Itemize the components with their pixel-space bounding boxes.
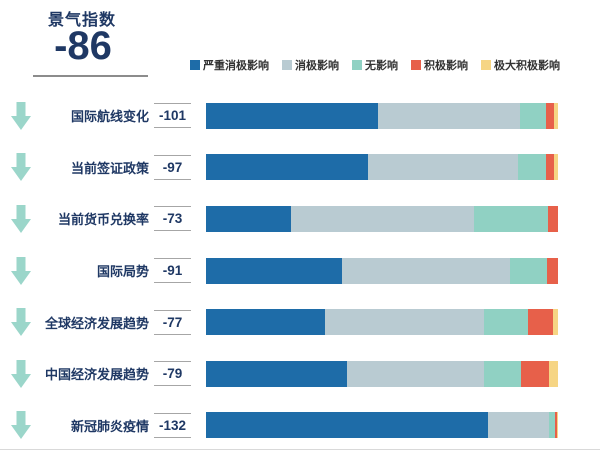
legend-item: 无影响 [352, 57, 398, 73]
row-label: 当前签证政策 [70, 160, 149, 176]
row-value: -101 [154, 103, 191, 129]
legend-label: 无影响 [365, 60, 398, 72]
down-arrow-icon [11, 204, 31, 233]
bar-segment-消极影响 [378, 102, 521, 129]
trend-arrow-cell [9, 256, 33, 285]
bar-segment-极大积极影响 [548, 360, 558, 387]
chart-row: 中国经济发展趋势 -79 [0, 348, 600, 400]
trend-arrow-cell [9, 411, 33, 440]
bar-segment-消极影响 [341, 257, 511, 284]
chart-row: 全球经济发展趋势 -77 [0, 296, 600, 348]
chart-title: 景气指数 [48, 12, 117, 29]
bar-segment-无影响 [510, 257, 548, 284]
legend-swatch-icon [481, 60, 491, 70]
row-value: -97 [154, 154, 191, 180]
bar-segment-积极影响 [548, 205, 558, 232]
index-value: -86 [54, 24, 112, 68]
bar-segment-严重消极影响 [206, 102, 379, 129]
bar-segment-严重消极影响 [206, 257, 342, 284]
chart-row: 当前签证政策 -97 [0, 142, 600, 194]
bar-segment-极大积极影响 [553, 102, 558, 129]
legend-label: 极大积极影响 [494, 60, 560, 72]
trend-arrow-cell [9, 308, 33, 337]
row-value: -73 [154, 206, 191, 232]
legend: 严重消极影响 消极影响 无影响 积极影响 极大积极影响 [190, 57, 560, 73]
down-arrow-icon [11, 411, 31, 440]
down-arrow-icon [11, 153, 31, 182]
stacked-bar [206, 309, 558, 336]
bar-segment-严重消极影响 [206, 360, 347, 387]
bar-segment-极大积极影响 [554, 154, 558, 181]
bottom-divider [0, 449, 600, 450]
bar-segment-无影响 [473, 205, 549, 232]
legend-item: 严重消极影响 [190, 57, 269, 73]
bar-segment-无影响 [484, 309, 528, 336]
row-value: -79 [154, 361, 191, 387]
legend-swatch-icon [411, 60, 421, 70]
bar-segment-积极影响 [545, 102, 554, 129]
chart-row: 当前货币兑换率 -73 [0, 193, 600, 245]
down-arrow-icon [11, 256, 31, 285]
down-arrow-icon [11, 359, 31, 388]
bar-segment-严重消极影响 [206, 412, 488, 439]
stacked-bar [206, 360, 558, 387]
bar-segment-积极影响 [547, 257, 558, 284]
trend-arrow-cell [9, 101, 33, 130]
bar-segment-积极影响 [520, 360, 549, 387]
row-label: 新冠肺炎疫情 [70, 418, 149, 434]
legend-swatch-icon [190, 60, 200, 70]
legend-label: 积极影响 [424, 60, 468, 72]
header-underline [33, 75, 148, 77]
legend-item: 积极影响 [411, 57, 468, 73]
chart-row: 国际航线变化 -101 [0, 90, 600, 142]
row-label: 中国经济发展趋势 [44, 367, 149, 383]
chart-rows: 国际航线变化 -101 当前签证政策 -97 当前货币兑换率 -73 国际局势 -91 全球经济… [0, 90, 600, 451]
bar-segment-消极影响 [487, 412, 550, 439]
down-arrow-icon [11, 101, 31, 130]
stacked-bar [206, 257, 558, 284]
stacked-bar [206, 412, 558, 439]
bar-segment-严重消极影响 [206, 309, 325, 336]
bar-segment-严重消极影响 [206, 154, 368, 181]
bar-segment-消极影响 [367, 154, 518, 181]
bar-segment-消极影响 [346, 360, 484, 387]
bar-segment-消极影响 [291, 205, 474, 232]
stacked-bar [206, 205, 558, 232]
trend-arrow-cell [9, 359, 33, 388]
row-value: -132 [154, 412, 191, 438]
trend-arrow-cell [9, 204, 33, 233]
bar-segment-严重消极影响 [206, 205, 292, 232]
row-value: -77 [154, 309, 191, 335]
legend-swatch-icon [352, 60, 362, 70]
row-value: -91 [154, 258, 191, 284]
bar-segment-无影响 [483, 360, 521, 387]
legend-label: 严重消极影响 [203, 60, 269, 72]
bar-segment-消极影响 [324, 309, 485, 336]
stacked-bar [206, 154, 558, 181]
legend-label: 消极影响 [295, 60, 339, 72]
legend-item: 消极影响 [282, 57, 339, 73]
down-arrow-icon [11, 308, 31, 337]
bar-segment-积极影响 [545, 154, 555, 181]
chart-row: 新冠肺炎疫情 -132 [0, 400, 600, 452]
row-label: 国际局势 [96, 264, 149, 280]
chart-row: 国际局势 -91 [0, 245, 600, 297]
bar-segment-极大积极影响 [556, 412, 558, 439]
bar-segment-积极影响 [554, 412, 557, 439]
row-label: 国际航线变化 [70, 109, 149, 125]
legend-swatch-icon [282, 60, 292, 70]
trend-arrow-cell [9, 153, 33, 182]
stacked-bar [206, 102, 558, 129]
legend-item: 极大积极影响 [481, 57, 560, 73]
bar-segment-无影响 [520, 102, 546, 129]
bar-segment-极大积极影响 [552, 309, 558, 336]
bar-segment-无影响 [517, 154, 546, 181]
bar-segment-无影响 [549, 412, 555, 439]
row-label: 全球经济发展趋势 [44, 315, 149, 331]
row-label: 当前货币兑换率 [57, 212, 149, 228]
bar-segment-积极影响 [527, 309, 553, 336]
